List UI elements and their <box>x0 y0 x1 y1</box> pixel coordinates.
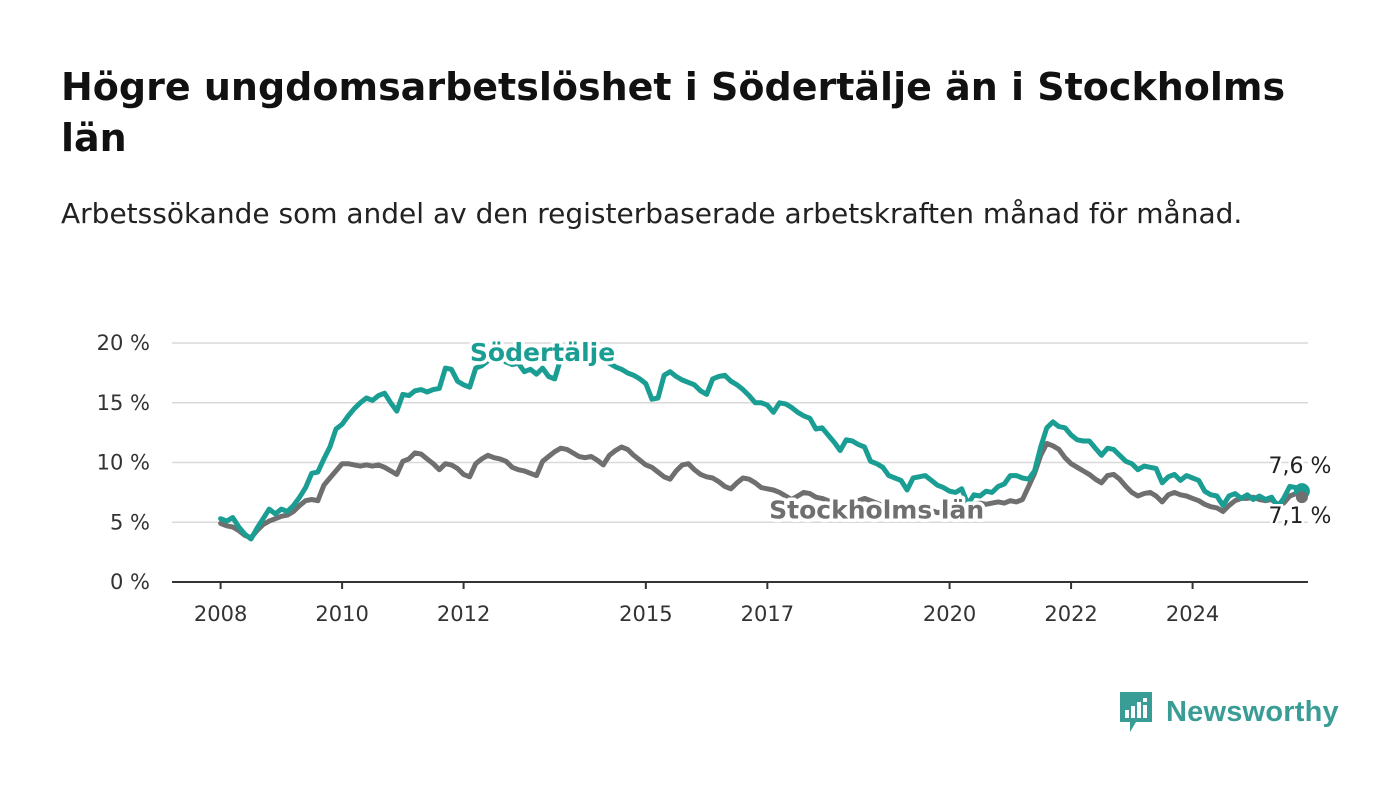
x-tick-label: 2015 <box>619 602 672 626</box>
x-tick-label: 2010 <box>315 602 368 626</box>
x-tick-label: 2024 <box>1166 602 1219 626</box>
series-end-value: 7,6 % <box>1268 454 1331 479</box>
series-line-sodertalje <box>218 339 1305 542</box>
x-tick-label: 2017 <box>741 602 794 626</box>
chart-subtitle: Arbetssökande som andel av den registerb… <box>61 197 1243 230</box>
y-tick-label: 10 % <box>97 451 150 475</box>
series-labels: 7,6 % 7,1 % Södertälje Stockholms län <box>466 334 1333 531</box>
x-tick-label: 2008 <box>194 602 247 626</box>
x-tick-label: 2020 <box>923 602 976 626</box>
x-tick-label: 2022 <box>1044 602 1097 626</box>
newsworthy-logo[interactable]: Newsworthy <box>1118 690 1339 734</box>
series-name-label: Södertälje <box>470 338 615 367</box>
series-line-stockholms-lan <box>218 440 1305 541</box>
series-name-label: Stockholms län <box>769 496 984 525</box>
y-tick-label: 20 % <box>97 331 150 355</box>
series-lines <box>218 339 1305 542</box>
y-tick-label: 5 % <box>110 510 150 534</box>
y-axis: 0 % 5 % 10 % 15 % 20 % <box>97 331 150 594</box>
series-end-marker <box>1295 491 1308 504</box>
chart-title: Högre ungdomsarbetslöshet i Södertälje ä… <box>61 65 1286 160</box>
newsworthy-bar-chart-icon <box>1120 692 1152 732</box>
x-tick-label: 2012 <box>437 602 490 626</box>
x-axis: 2008 2010 2012 2015 2017 2020 2022 2024 <box>194 582 1219 626</box>
brand-name: Newsworthy <box>1166 695 1339 728</box>
y-tick-label: 15 % <box>97 391 150 415</box>
y-tick-label: 0 % <box>110 570 150 594</box>
gridlines <box>172 342 1308 583</box>
series-end-value: 7,1 % <box>1268 504 1331 529</box>
